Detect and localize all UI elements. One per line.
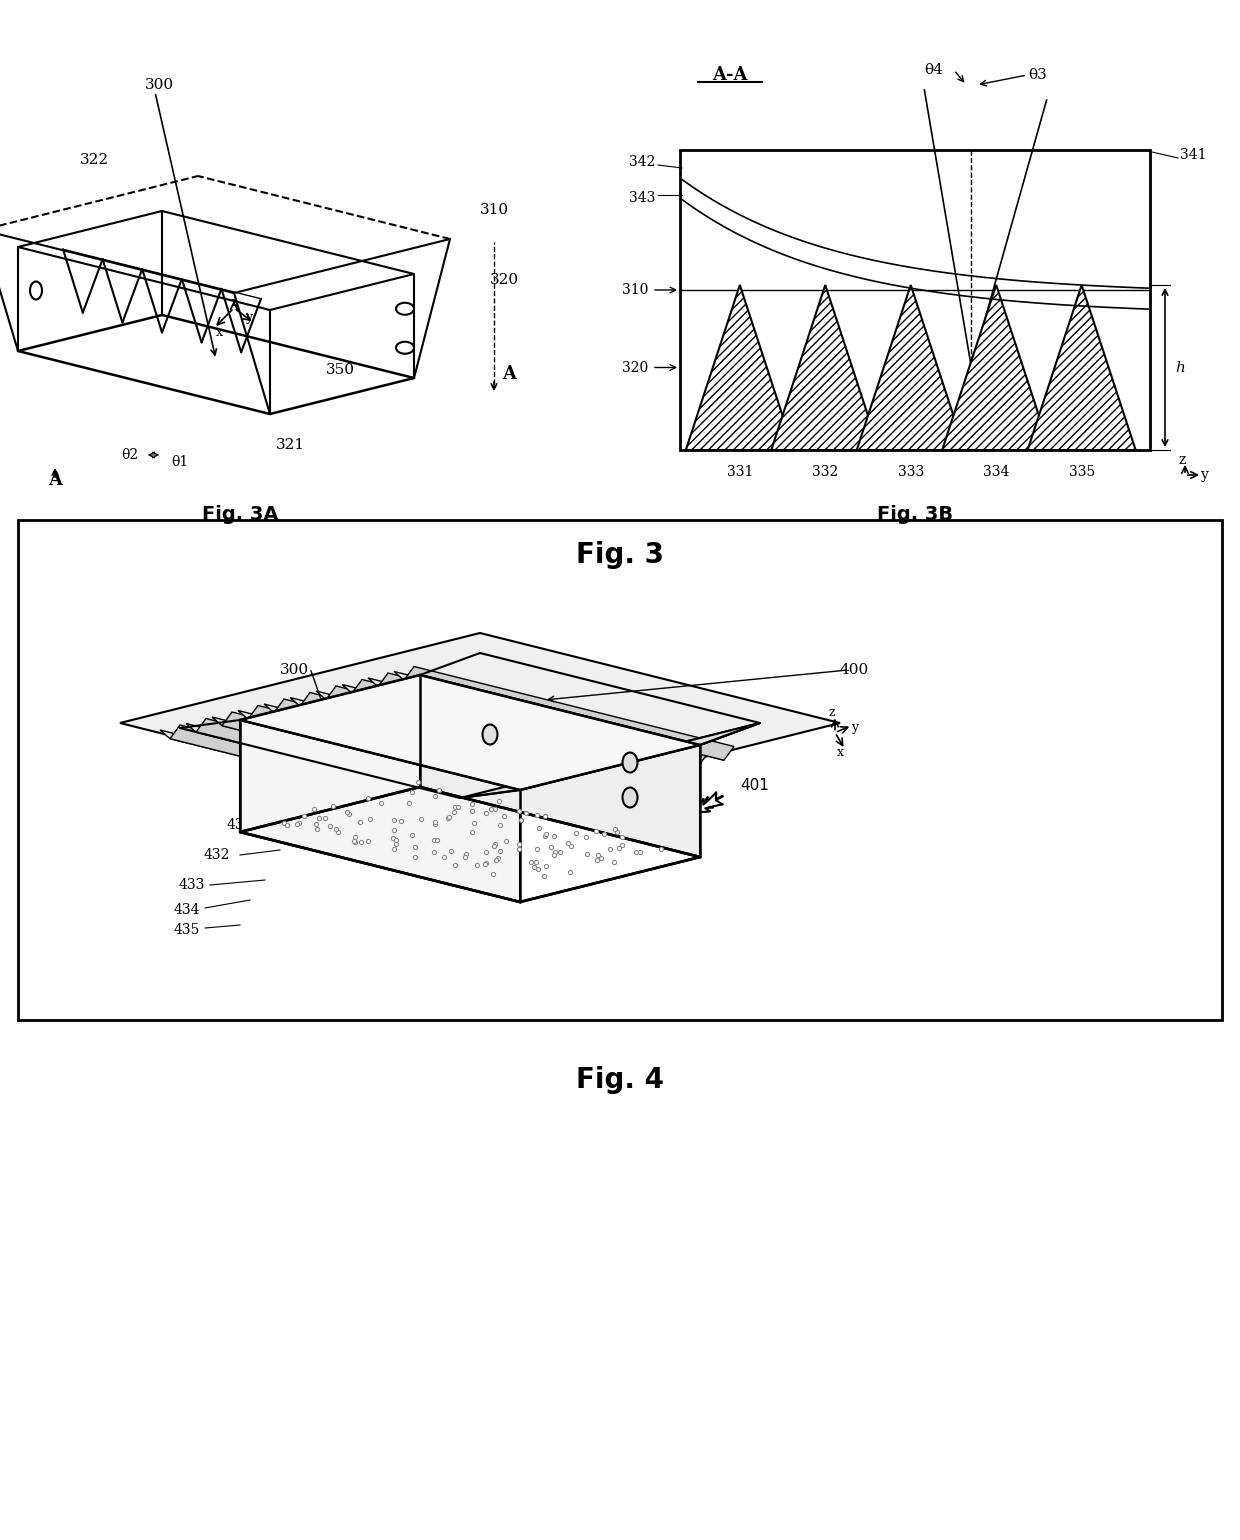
Text: A: A: [48, 471, 62, 490]
Text: z: z: [231, 297, 237, 310]
Text: A-A: A-A: [712, 66, 748, 85]
Text: 401: 401: [740, 778, 769, 793]
Text: 322: 322: [81, 152, 109, 166]
Text: y: y: [246, 311, 253, 325]
Text: 310: 310: [480, 203, 510, 217]
Polygon shape: [404, 667, 734, 761]
Polygon shape: [460, 722, 760, 798]
Text: 343: 343: [629, 191, 655, 205]
Text: Fig. 4: Fig. 4: [577, 1066, 663, 1093]
Text: 400: 400: [839, 664, 869, 678]
Text: 432: 432: [203, 849, 229, 862]
Polygon shape: [120, 633, 839, 813]
Text: 300: 300: [280, 664, 309, 678]
Text: 300: 300: [145, 79, 174, 92]
Text: 320: 320: [621, 360, 649, 374]
Ellipse shape: [30, 282, 42, 299]
Polygon shape: [460, 722, 760, 798]
Polygon shape: [212, 718, 542, 805]
Text: 310: 310: [621, 283, 649, 297]
Polygon shape: [316, 691, 646, 779]
Text: 331: 331: [727, 465, 753, 479]
Polygon shape: [326, 685, 656, 779]
Polygon shape: [274, 699, 604, 793]
Text: θ4: θ4: [924, 63, 944, 77]
Text: y: y: [1202, 468, 1209, 482]
Text: x: x: [216, 326, 222, 339]
Polygon shape: [222, 711, 552, 805]
Polygon shape: [264, 704, 594, 793]
Polygon shape: [368, 678, 698, 767]
Text: 320: 320: [490, 273, 520, 286]
Text: 431: 431: [227, 818, 253, 832]
Text: 433: 433: [179, 878, 205, 892]
Text: Fig. 3: Fig. 3: [577, 541, 663, 568]
Bar: [680, 149, 1149, 450]
Ellipse shape: [622, 787, 637, 807]
Text: θ2: θ2: [122, 448, 139, 462]
Polygon shape: [857, 285, 965, 450]
Polygon shape: [352, 679, 682, 773]
Polygon shape: [238, 710, 568, 799]
Polygon shape: [378, 673, 708, 767]
Polygon shape: [942, 285, 1050, 450]
Polygon shape: [248, 705, 578, 799]
FancyBboxPatch shape: [19, 521, 1221, 1019]
Text: 434: 434: [174, 902, 200, 916]
Text: 332: 332: [812, 465, 838, 479]
Ellipse shape: [396, 342, 414, 354]
Polygon shape: [420, 675, 701, 856]
Polygon shape: [394, 671, 724, 761]
Text: Fig. 3B: Fig. 3B: [877, 505, 954, 525]
Polygon shape: [342, 684, 672, 773]
Polygon shape: [686, 285, 794, 450]
Polygon shape: [1028, 285, 1136, 450]
Ellipse shape: [482, 724, 497, 744]
Text: θ3: θ3: [1028, 68, 1047, 82]
Text: 334: 334: [983, 465, 1009, 479]
Polygon shape: [771, 285, 879, 450]
Text: h: h: [1176, 360, 1185, 374]
Text: Fig. 3A: Fig. 3A: [202, 505, 278, 525]
Text: 341: 341: [1180, 148, 1207, 162]
Text: 342: 342: [629, 156, 655, 169]
Text: y: y: [852, 721, 858, 735]
Text: 321: 321: [275, 437, 305, 453]
Polygon shape: [196, 719, 526, 812]
Polygon shape: [160, 730, 490, 819]
Text: 335: 335: [1069, 465, 1095, 479]
Polygon shape: [241, 675, 701, 790]
Polygon shape: [186, 724, 516, 812]
Ellipse shape: [396, 303, 414, 314]
Text: θ1: θ1: [171, 454, 188, 470]
Polygon shape: [300, 693, 630, 787]
Polygon shape: [241, 721, 520, 902]
Text: A: A: [502, 365, 516, 383]
Text: 333: 333: [898, 465, 924, 479]
Text: 435: 435: [174, 922, 200, 936]
Polygon shape: [170, 725, 500, 819]
Text: x: x: [837, 745, 843, 759]
Ellipse shape: [622, 753, 637, 773]
Text: z: z: [1178, 453, 1185, 467]
Polygon shape: [290, 698, 620, 787]
Text: 350: 350: [325, 363, 355, 377]
Text: z: z: [828, 705, 836, 719]
